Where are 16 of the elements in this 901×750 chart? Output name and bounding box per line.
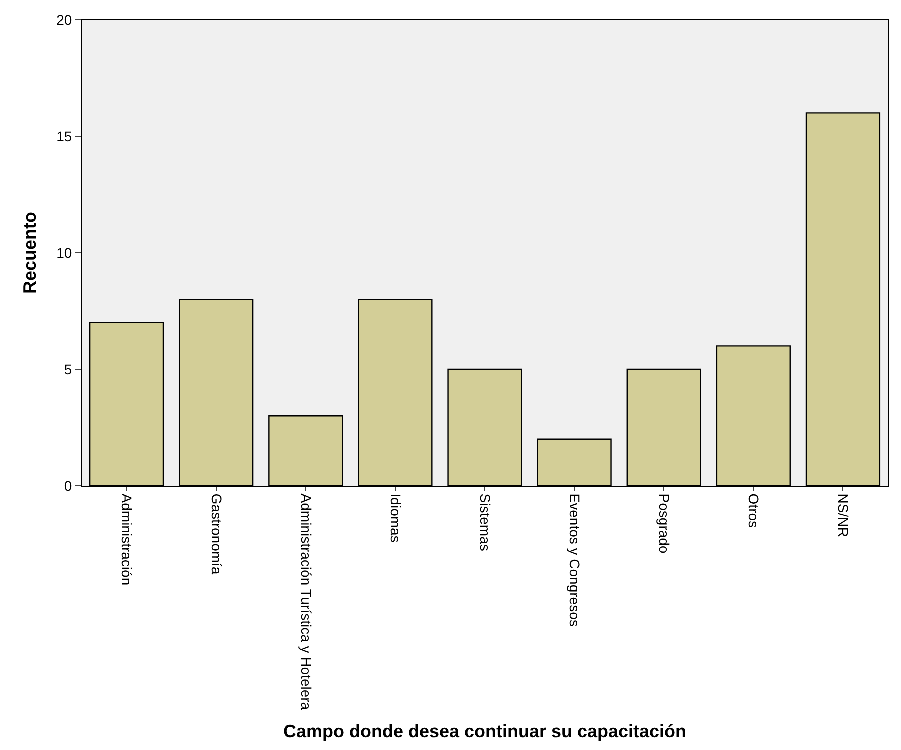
x-tick-label: Posgrado [656, 494, 673, 554]
x-tick-label: Sistemas [477, 494, 494, 552]
y-tick-label: 0 [64, 478, 72, 494]
x-tick-label: Eventos y Congresos [567, 494, 584, 627]
y-tick-label: 15 [56, 128, 72, 144]
x-tick-label: Otros [746, 494, 762, 528]
y-axis-title: Recuento [20, 212, 40, 294]
x-tick-label: Idiomas [388, 494, 404, 543]
x-axis-title: Campo donde desea continuar su capacitación [283, 721, 687, 742]
x-tick-label: Gastronomía [208, 494, 225, 575]
x-tick-label: Administración [119, 494, 136, 586]
x-tick-label: Administración Turística y Hotelera [298, 494, 314, 710]
y-tick-label: 10 [56, 244, 72, 261]
y-tick-label: 20 [56, 12, 72, 28]
x-tick-label: NS/NR [836, 494, 852, 538]
y-tick-label: 5 [64, 361, 72, 378]
